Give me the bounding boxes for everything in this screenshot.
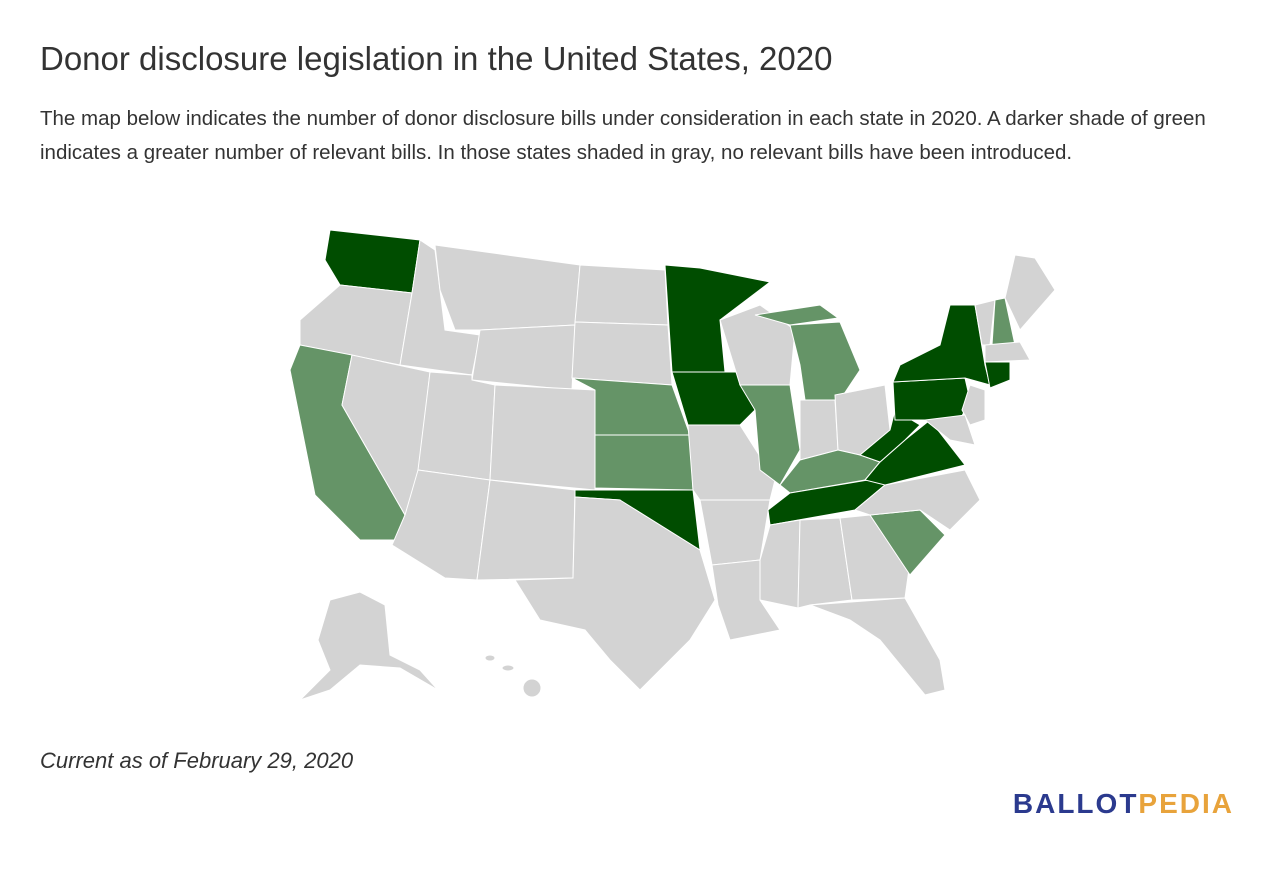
state [324, 229, 421, 294]
state [961, 384, 986, 426]
state [434, 244, 581, 331]
footnote: Current as of February 29, 2020 [40, 748, 354, 773]
state [571, 321, 673, 386]
state [1004, 254, 1056, 331]
description: The map below indicates the number of do… [40, 107, 1206, 164]
state [522, 678, 542, 698]
state [476, 479, 576, 581]
state [754, 304, 840, 326]
state [859, 409, 921, 463]
state [984, 361, 1011, 389]
logo-text: BALLOT [1012, 788, 1139, 819]
us-map [289, 229, 1056, 701]
state [892, 377, 971, 421]
state [923, 414, 976, 446]
state [489, 384, 596, 491]
state [417, 371, 496, 481]
state [299, 591, 439, 701]
state [789, 321, 861, 401]
logo-text: PEDIA [1138, 788, 1234, 819]
state [484, 654, 496, 662]
state [671, 371, 756, 426]
title: Donor disclosure legislation in the Unit… [40, 40, 833, 77]
state [514, 496, 716, 691]
state [839, 514, 911, 601]
state [501, 664, 515, 672]
state [574, 264, 669, 326]
state [809, 597, 946, 696]
logo: BALLOTPEDIA [1013, 788, 1234, 820]
state [719, 304, 796, 386]
state [699, 499, 771, 566]
state [759, 519, 801, 609]
state [797, 517, 853, 609]
state [892, 304, 991, 386]
states [289, 229, 1056, 701]
state [984, 341, 1031, 363]
state [471, 324, 576, 391]
state [594, 434, 694, 491]
